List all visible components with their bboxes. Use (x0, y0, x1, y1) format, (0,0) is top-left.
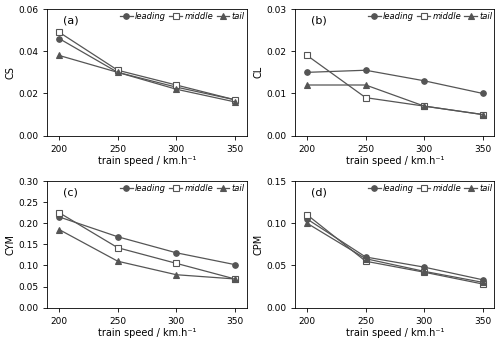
Line: tail: tail (56, 53, 238, 105)
tail (480, 280, 486, 284)
tail (232, 277, 238, 281)
leading (362, 255, 368, 259)
tail (114, 70, 120, 74)
middle (421, 104, 427, 108)
middle (421, 270, 427, 274)
tail (56, 227, 62, 232)
leading (362, 68, 368, 72)
Legend: leading, middle, tail: leading, middle, tail (366, 183, 494, 195)
tail (174, 273, 180, 277)
middle (304, 213, 310, 217)
leading (480, 92, 486, 96)
leading (421, 265, 427, 269)
Line: tail: tail (304, 82, 486, 117)
Y-axis label: CPM: CPM (254, 234, 264, 255)
middle (480, 112, 486, 117)
Legend: leading, middle, tail: leading, middle, tail (118, 11, 246, 23)
tail (362, 257, 368, 261)
middle (114, 68, 120, 72)
Line: leading: leading (304, 216, 486, 282)
leading (232, 262, 238, 267)
Line: middle: middle (304, 53, 486, 117)
middle (114, 246, 120, 250)
tail (174, 87, 180, 91)
tail (421, 104, 427, 108)
tail (56, 53, 62, 57)
X-axis label: train speed / km.h⁻¹: train speed / km.h⁻¹ (98, 329, 196, 338)
Legend: leading, middle, tail: leading, middle, tail (118, 183, 246, 195)
leading (421, 79, 427, 83)
Line: tail: tail (304, 221, 486, 285)
leading (174, 85, 180, 89)
Text: (d): (d) (312, 187, 327, 197)
tail (480, 112, 486, 117)
Legend: leading, middle, tail: leading, middle, tail (366, 11, 494, 23)
Text: (a): (a) (64, 15, 79, 25)
leading (304, 217, 310, 221)
Y-axis label: CYM: CYM (6, 234, 16, 255)
X-axis label: train speed / km.h⁻¹: train speed / km.h⁻¹ (346, 329, 444, 338)
Y-axis label: CL: CL (254, 66, 264, 78)
leading (56, 36, 62, 41)
middle (56, 30, 62, 34)
Text: (c): (c) (64, 187, 78, 197)
Line: middle: middle (56, 30, 238, 103)
leading (174, 251, 180, 255)
tail (304, 221, 310, 225)
middle (362, 96, 368, 100)
leading (114, 70, 120, 74)
Line: leading: leading (56, 214, 238, 267)
middle (174, 261, 180, 266)
X-axis label: train speed / km.h⁻¹: train speed / km.h⁻¹ (98, 157, 196, 166)
tail (304, 83, 310, 87)
tail (114, 259, 120, 263)
tail (232, 100, 238, 104)
Line: leading: leading (56, 36, 238, 103)
middle (232, 98, 238, 102)
middle (304, 53, 310, 57)
middle (174, 83, 180, 87)
leading (304, 70, 310, 74)
Line: middle: middle (56, 210, 238, 282)
leading (56, 215, 62, 219)
middle (480, 282, 486, 286)
tail (421, 269, 427, 273)
leading (114, 235, 120, 239)
Y-axis label: CS: CS (6, 66, 16, 79)
middle (362, 259, 368, 263)
Text: (b): (b) (312, 15, 327, 25)
leading (480, 278, 486, 282)
middle (56, 211, 62, 215)
tail (362, 83, 368, 87)
X-axis label: train speed / km.h⁻¹: train speed / km.h⁻¹ (346, 157, 444, 166)
Line: leading: leading (304, 67, 486, 96)
Line: tail: tail (56, 227, 238, 282)
Line: middle: middle (304, 212, 486, 287)
middle (232, 277, 238, 281)
leading (232, 98, 238, 102)
